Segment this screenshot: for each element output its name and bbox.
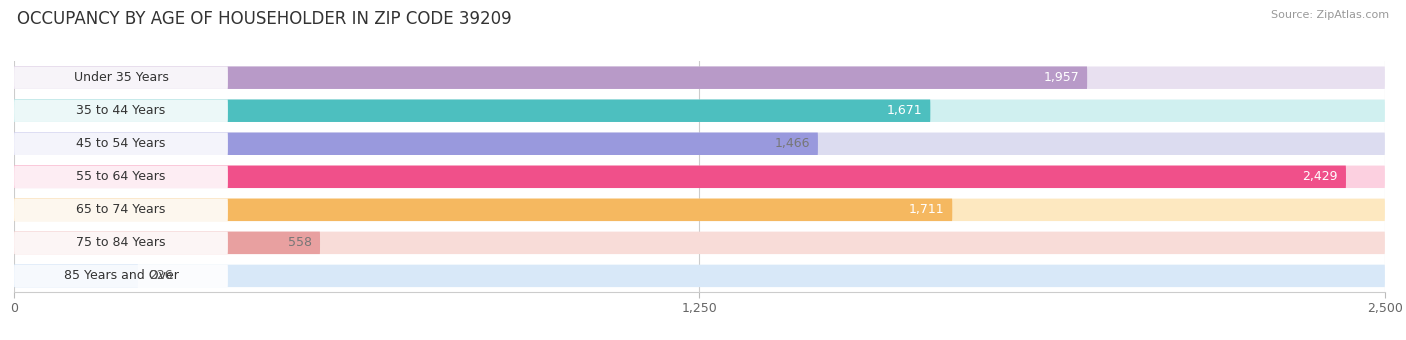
FancyBboxPatch shape <box>14 100 931 122</box>
FancyBboxPatch shape <box>14 199 228 221</box>
FancyBboxPatch shape <box>14 133 228 155</box>
Text: 75 to 84 Years: 75 to 84 Years <box>76 236 166 249</box>
FancyBboxPatch shape <box>14 232 228 254</box>
Text: 35 to 44 Years: 35 to 44 Years <box>76 104 166 117</box>
FancyBboxPatch shape <box>14 232 321 254</box>
FancyBboxPatch shape <box>14 265 1385 287</box>
FancyBboxPatch shape <box>14 67 1087 89</box>
FancyBboxPatch shape <box>14 265 138 287</box>
Text: 2,429: 2,429 <box>1302 170 1337 183</box>
FancyBboxPatch shape <box>14 67 228 89</box>
Text: 1,711: 1,711 <box>908 203 943 216</box>
Text: Source: ZipAtlas.com: Source: ZipAtlas.com <box>1271 10 1389 20</box>
Text: 65 to 74 Years: 65 to 74 Years <box>76 203 166 216</box>
Text: 1,671: 1,671 <box>887 104 922 117</box>
Text: 1,466: 1,466 <box>775 137 810 150</box>
FancyBboxPatch shape <box>14 199 1385 221</box>
FancyBboxPatch shape <box>14 166 228 188</box>
Text: OCCUPANCY BY AGE OF HOUSEHOLDER IN ZIP CODE 39209: OCCUPANCY BY AGE OF HOUSEHOLDER IN ZIP C… <box>17 10 512 28</box>
FancyBboxPatch shape <box>14 166 1346 188</box>
FancyBboxPatch shape <box>14 232 1385 254</box>
Text: 226: 226 <box>149 269 173 283</box>
FancyBboxPatch shape <box>14 133 1385 155</box>
Text: 558: 558 <box>288 236 312 249</box>
Text: Under 35 Years: Under 35 Years <box>73 71 169 84</box>
FancyBboxPatch shape <box>14 67 1385 89</box>
Text: 85 Years and Over: 85 Years and Over <box>63 269 179 283</box>
FancyBboxPatch shape <box>14 100 228 122</box>
FancyBboxPatch shape <box>14 265 228 287</box>
FancyBboxPatch shape <box>14 100 1385 122</box>
Text: 55 to 64 Years: 55 to 64 Years <box>76 170 166 183</box>
Text: 45 to 54 Years: 45 to 54 Years <box>76 137 166 150</box>
FancyBboxPatch shape <box>14 133 818 155</box>
Text: 1,957: 1,957 <box>1043 71 1078 84</box>
FancyBboxPatch shape <box>14 199 952 221</box>
FancyBboxPatch shape <box>14 166 1385 188</box>
